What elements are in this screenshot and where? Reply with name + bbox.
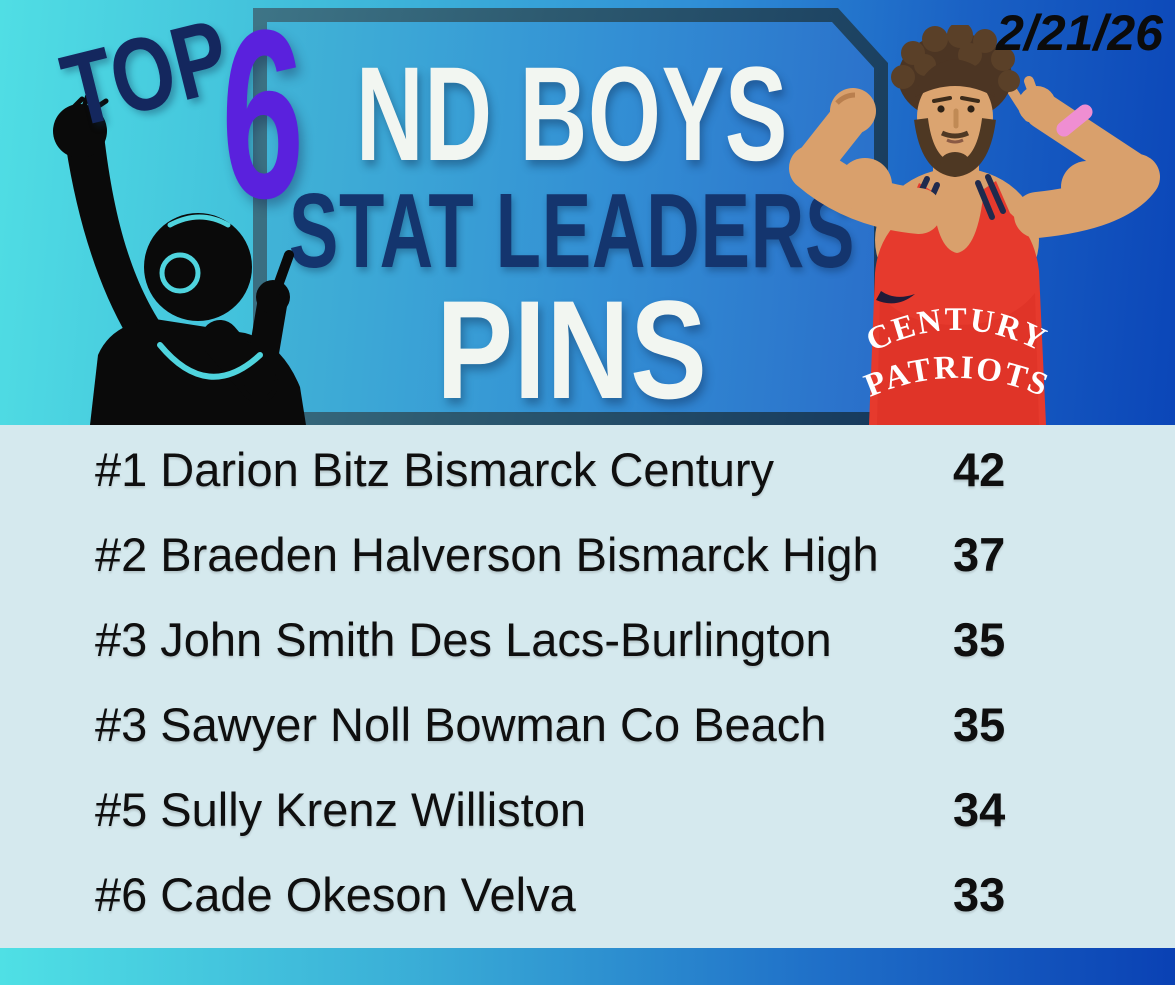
row-name: Braeden Halverson Bismarck High — [160, 528, 879, 581]
row-value: 33 — [953, 868, 1006, 921]
row-name: John Smith Des Lacs-Burlington — [160, 613, 832, 666]
row-rank: #6 — [95, 868, 148, 921]
bottom-accent-bar — [0, 948, 1175, 985]
leaderboard-row: #5 Sully Krenz Williston 34 — [0, 767, 1175, 852]
row-value: 34 — [953, 783, 1006, 836]
wrestler-silhouette-icon — [53, 95, 306, 425]
row-rank: #3 — [95, 613, 148, 666]
row-name: Cade Okeson Velva — [160, 868, 576, 921]
row-value: 42 — [953, 443, 1006, 496]
row-name: Sawyer Noll Bowman Co Beach — [160, 698, 827, 751]
wrestler-photo: CENTURY PATRIOTS — [789, 25, 1160, 425]
date-label: 2/21/26 — [996, 5, 1163, 61]
leaderboard-row: #2 Braeden Halverson Bismarck High 37 — [0, 512, 1175, 597]
leaderboard-row: #6 Cade Okeson Velva 33 — [0, 852, 1175, 937]
row-name: Sully Krenz Williston — [160, 783, 587, 836]
row-rank: #5 — [95, 783, 148, 836]
row-rank: #3 — [95, 698, 148, 751]
leaderboard: #1 Darion Bitz Bismarck Century 42 #2 Br… — [0, 425, 1175, 948]
row-value: 35 — [953, 698, 1006, 751]
badge-number: 6 — [221, 0, 305, 248]
title-frame-panel — [267, 22, 874, 412]
row-name: Darion Bitz Bismarck Century — [160, 443, 775, 496]
title-frame-border — [253, 8, 888, 425]
row-rank: #2 — [95, 528, 148, 581]
leaderboard-row: #3 Sawyer Noll Bowman Co Beach 35 — [0, 682, 1175, 767]
row-rank: #1 — [95, 443, 148, 496]
row-value: 35 — [953, 613, 1006, 666]
header-banner: ND BOYS STAT LEADERS PINS TOP 6 — [0, 0, 1175, 425]
leaderboard-row: #3 John Smith Des Lacs-Burlington 35 — [0, 597, 1175, 682]
leaderboard-row: #1 Darion Bitz Bismarck Century 42 — [0, 427, 1175, 512]
row-value: 37 — [953, 528, 1006, 581]
